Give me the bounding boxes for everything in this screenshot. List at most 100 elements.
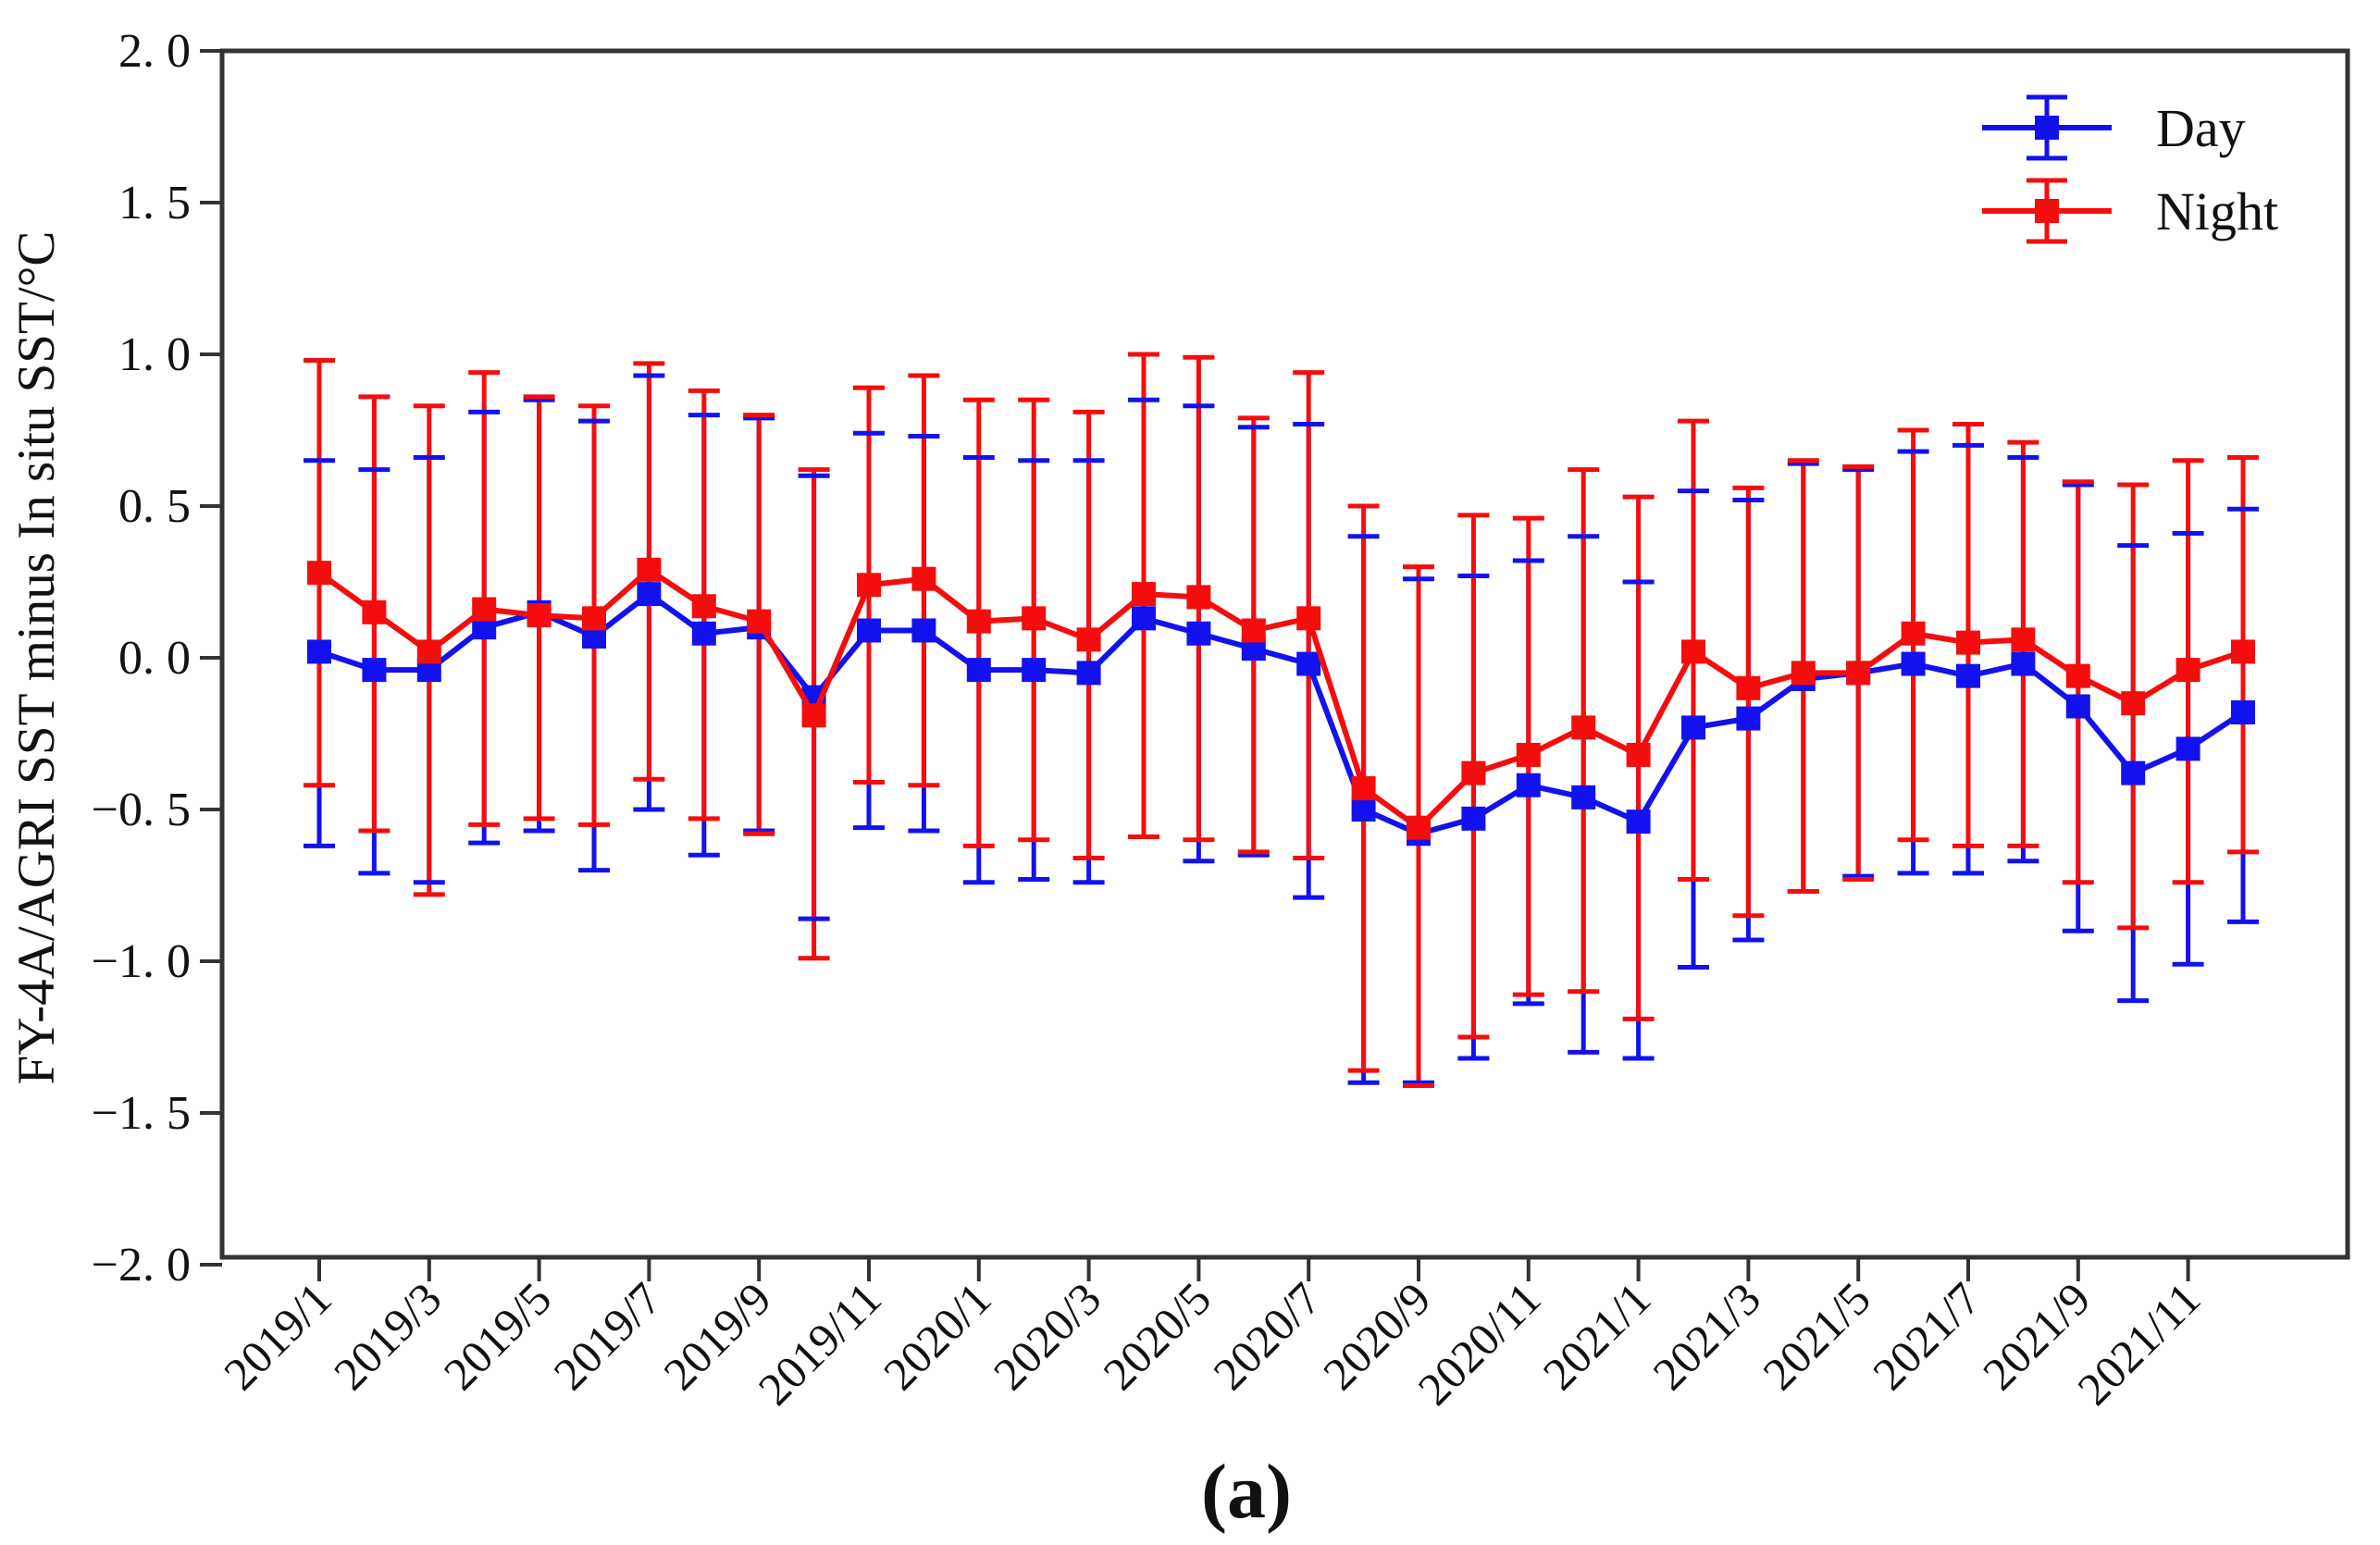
x-tick-label: 2021/1	[1533, 1272, 1661, 1400]
night-marker	[582, 606, 606, 631]
night-marker	[747, 609, 772, 634]
day-marker	[1571, 785, 1596, 810]
night-marker	[1407, 815, 1431, 840]
night-error-bars	[316, 354, 2246, 1086]
day-marker	[2175, 736, 2200, 761]
night-marker	[1956, 630, 1980, 655]
night-marker	[691, 594, 716, 619]
night-marker	[1846, 661, 1871, 686]
day-marker	[1132, 606, 1156, 631]
day-marker	[2065, 694, 2090, 719]
day-marker	[1296, 651, 1321, 676]
y-tick-label: −0. 5	[92, 784, 191, 836]
night-line	[317, 566, 2244, 832]
day-marker	[1681, 715, 1705, 740]
night-marker	[1241, 618, 1266, 643]
day-marker	[362, 658, 387, 683]
data-series	[304, 352, 2259, 1088]
night-marker	[1681, 639, 1705, 664]
x-tick-label: 2019/1	[214, 1272, 341, 1400]
night-marker	[1351, 776, 1376, 801]
y-axis-ticks: 2. 0 1. 5 1. 0 0. 5 0. 0 −0. 5 −1. 0 −1. 5 −2. 0	[92, 25, 222, 1292]
plot-frame	[219, 48, 2350, 1260]
x-tick-label: 2021/5	[1753, 1272, 1880, 1400]
day-line	[318, 590, 2245, 837]
night-marker	[527, 603, 552, 628]
y-tick-label: −1. 0	[92, 935, 191, 988]
x-tick-label: 2019/5	[434, 1272, 562, 1400]
night-marker	[416, 639, 441, 664]
day-marker	[1736, 706, 1761, 731]
y-tick-label: −1. 5	[92, 1087, 191, 1140]
day-marker	[691, 621, 716, 646]
y-tick-label: 0. 0	[118, 632, 191, 685]
legend-label-night: Night	[2156, 181, 2278, 241]
night-marker	[801, 703, 826, 728]
day-marker	[2011, 651, 2036, 676]
night-marker	[1791, 661, 1816, 686]
night-marker	[637, 557, 662, 582]
y-axis-title: FY-4A/AGRI SST minus In situ SST/°C	[7, 231, 66, 1085]
legend-marker	[2035, 116, 2059, 140]
day-marker	[1186, 621, 1211, 646]
night-marker	[1626, 742, 1651, 767]
x-tick-label: 2019/7	[543, 1272, 671, 1400]
legend	[1982, 94, 2112, 244]
night-marker	[1901, 621, 1926, 646]
day-marker	[857, 618, 881, 643]
y-tick-label: −2. 0	[92, 1239, 191, 1292]
night-marker	[362, 599, 387, 624]
x-tick-label: 2020/5	[1093, 1272, 1221, 1400]
night-marker	[1022, 606, 1047, 631]
legend-glyph-night	[1982, 178, 2112, 244]
day-marker	[911, 618, 936, 643]
x-tick-label: 2021/7	[1863, 1272, 1990, 1400]
night-marker	[1736, 675, 1761, 700]
subplot-caption: (a)	[1201, 1449, 1292, 1535]
day-marker	[1461, 806, 1486, 831]
night-series	[307, 557, 2255, 840]
y-tick-label: 1. 5	[118, 177, 191, 229]
night-marker	[1296, 606, 1321, 631]
night-marker	[2011, 627, 2036, 652]
day-marker	[2231, 700, 2255, 725]
legend-marker	[2035, 199, 2059, 223]
day-marker	[1022, 658, 1047, 683]
night-marker	[1186, 585, 1211, 610]
night-marker	[1461, 760, 1486, 785]
night-marker	[1076, 627, 1101, 652]
x-tick-label: 2020/7	[1203, 1272, 1331, 1400]
night-marker	[307, 561, 331, 586]
night-marker	[1132, 582, 1156, 607]
night-marker	[857, 573, 881, 598]
y-tick-label: 2. 0	[118, 25, 191, 78]
x-tick-label: 2021/11	[2067, 1272, 2210, 1415]
night-marker	[911, 566, 936, 591]
day-error-bars	[316, 375, 2246, 1083]
night-marker	[2231, 639, 2255, 664]
night-error-caps	[304, 352, 2259, 1088]
day-marker	[307, 639, 331, 664]
x-tick-label: 2021/3	[1642, 1272, 1770, 1400]
x-tick-label: 2020/3	[984, 1272, 1111, 1400]
legend-label-day: Day	[2156, 98, 2246, 158]
night-marker	[2121, 691, 2146, 716]
night-marker	[1516, 742, 1541, 767]
day-marker	[637, 582, 662, 607]
night-marker	[1571, 715, 1596, 740]
x-tick-label: 2020/11	[1407, 1272, 1550, 1415]
night-marker	[472, 597, 497, 622]
day-marker	[1516, 772, 1541, 797]
night-marker	[2175, 658, 2200, 683]
day-marker	[966, 658, 991, 683]
x-axis-ticks: 2019/12019/32019/52019/72019/92019/11202…	[214, 1257, 2210, 1415]
day-marker	[2121, 760, 2146, 785]
day-marker	[1956, 663, 1980, 688]
y-tick-label: 1. 0	[118, 328, 191, 381]
day-error-caps	[304, 373, 2259, 1085]
day-marker	[1076, 661, 1101, 686]
day-marker	[1626, 810, 1651, 834]
x-tick-label: 2019/3	[324, 1272, 452, 1400]
